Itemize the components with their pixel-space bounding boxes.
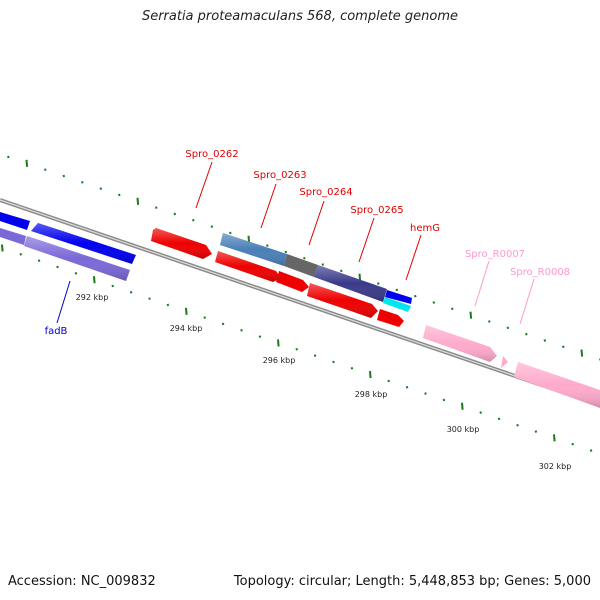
gene-label-spro-0263: Spro_0263: [253, 170, 306, 181]
ruler-minor-tick: [173, 212, 177, 216]
ruler-minor-tick: [19, 253, 22, 256]
ruler-minor-tick: [258, 335, 262, 338]
ruler-minor-tick: [166, 303, 170, 307]
ruler-minor-tick: [7, 155, 10, 159]
ruler-minor-tick: [377, 282, 380, 285]
ruler-minor-tick: [387, 379, 390, 383]
ruler-minor-tick: [284, 250, 288, 254]
gene-arrow: [377, 309, 404, 327]
tick-row-upper: [7, 155, 600, 361]
ruler-minor-tick: [525, 332, 528, 336]
gene-label-spro-0262: Spro_0262: [185, 149, 238, 160]
ruler-minor-tick: [111, 284, 114, 288]
ruler-major-tick: [461, 402, 464, 410]
ruler-label: 292 kbp: [76, 293, 109, 302]
gene-arrow: [501, 356, 508, 368]
gene-label-fadb: fadB: [45, 326, 68, 337]
ruler-major-tick: [185, 307, 188, 315]
gene-label-spro-0264: Spro_0264: [299, 187, 352, 198]
ruler-minor-tick: [479, 411, 482, 414]
ruler-minor-tick: [37, 259, 41, 262]
ruler-minor-tick: [488, 320, 491, 323]
ruler-minor-tick: [534, 430, 538, 433]
ruler-minor-tick: [562, 345, 565, 349]
ruler-labels: 292 kbp 294 kbp 296 kbp 298 kbp 300 kbp …: [76, 293, 572, 471]
ruler-major-tick: [25, 159, 29, 167]
gene-arrow: [0, 228, 26, 245]
ruler-minor-tick: [313, 354, 317, 357]
ruler-major-tick: [136, 197, 140, 205]
ruler-major-tick: [1, 244, 4, 252]
ruler-minor-tick: [148, 297, 151, 300]
ruler-minor-tick: [99, 187, 103, 190]
ruler-minor-tick: [442, 398, 446, 402]
ruler-minor-tick: [56, 265, 59, 269]
ruler-major-tick: [369, 371, 372, 379]
label-leaders: [56, 161, 535, 325]
ruler-minor-tick: [543, 339, 547, 342]
ruler-minor-tick: [424, 392, 427, 395]
ruler-minor-tick: [497, 417, 501, 421]
ruler-major-tick: [553, 434, 556, 442]
gene-label-spro-0265: Spro_0265: [350, 205, 403, 216]
ruler-minor-tick: [118, 193, 121, 197]
ruler-minor-tick: [321, 263, 325, 266]
ruler-label: 294 kbp: [170, 324, 203, 333]
ruler-minor-tick: [571, 442, 574, 446]
ruler-minor-tick: [81, 181, 84, 184]
genome-title: Serratia proteamaculans 568, complete ge…: [141, 9, 459, 24]
ruler-minor-tick: [129, 291, 133, 294]
ruler-minor-tick: [240, 328, 243, 332]
ruler-label: 296 kbp: [263, 356, 296, 365]
ruler-minor-tick: [405, 385, 409, 389]
ruler-minor-tick: [395, 288, 399, 292]
gene-arrow: [284, 254, 318, 277]
ruler-minor-tick: [229, 231, 232, 235]
ruler-minor-tick: [506, 326, 510, 330]
ruler-minor-tick: [266, 244, 269, 247]
ruler-minor-tick: [340, 269, 343, 273]
ruler-minor-tick: [332, 360, 335, 364]
gene-label-spro-r0008: Spro_R0008: [510, 267, 570, 278]
gene-track: [0, 212, 600, 408]
ruler-major-tick: [277, 339, 280, 347]
ruler-minor-tick: [203, 316, 206, 319]
ruler-major-tick: [469, 311, 473, 319]
ruler-minor-tick: [155, 206, 158, 209]
gene-arrow: [276, 271, 309, 292]
ruler-minor-tick: [303, 256, 306, 260]
ruler-minor-tick: [62, 174, 66, 178]
gene-label-spro-r0007: Spro_R0007: [465, 249, 525, 260]
ruler-minor-tick: [589, 449, 593, 452]
gene-arrow: [385, 290, 412, 304]
genome-backbone: [0, 198, 600, 407]
ruler-minor-tick: [74, 272, 78, 275]
ruler-minor-tick: [295, 347, 298, 351]
ruler-major-tick: [358, 273, 362, 281]
ruler-minor-tick: [451, 307, 454, 311]
ruler-minor-tick: [516, 423, 519, 427]
genome-summary-text: Topology: circular; Length: 5,448,853 bp…: [233, 574, 591, 589]
gene-arrow: [0, 212, 30, 230]
ruler-label: 300 kbp: [447, 425, 480, 434]
ruler-major-tick: [93, 276, 96, 284]
ruler-major-tick: [580, 349, 584, 357]
gene-labels: Spro_0262 Spro_0263 Spro_0264 Spro_0265 …: [45, 149, 570, 337]
ruler-minor-tick: [350, 366, 354, 370]
ruler-minor-tick: [432, 301, 436, 304]
ruler-minor-tick: [414, 294, 417, 298]
ruler-label: 298 kbp: [355, 390, 388, 399]
ruler-label: 302 kbp: [539, 462, 572, 471]
tick-row-lower: [1, 244, 593, 452]
gene-label-hemg: hemG: [410, 223, 440, 234]
ruler-minor-tick: [210, 225, 214, 228]
ruler-minor-tick: [192, 218, 195, 222]
accession-text: Accession: NC_009832: [8, 574, 156, 589]
ruler-minor-tick: [44, 168, 47, 171]
ruler-minor-tick: [221, 322, 225, 326]
gene-arrow: [383, 297, 411, 312]
